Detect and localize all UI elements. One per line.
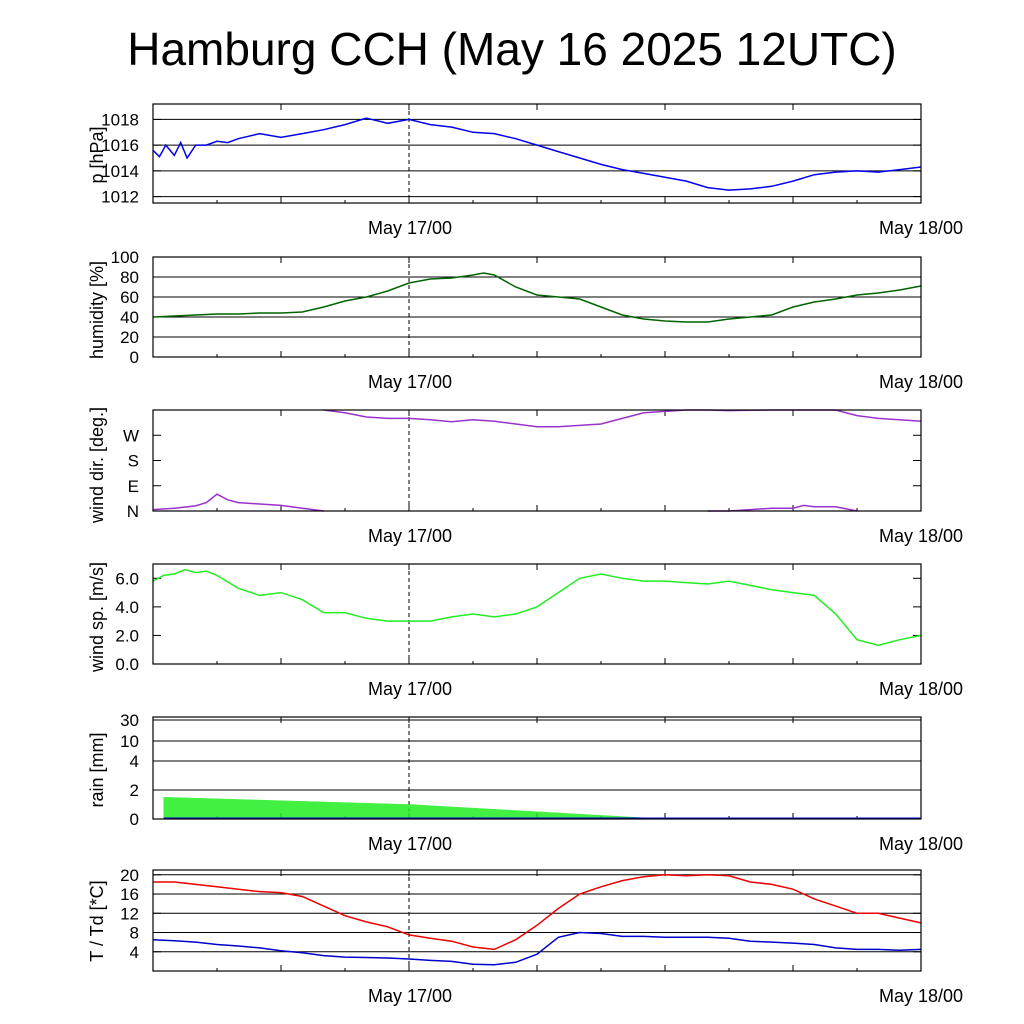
x-tick-label: May 18/00 <box>879 372 963 392</box>
x-tick-label: May 17/00 <box>368 218 452 238</box>
y-tick-label: E <box>128 477 139 496</box>
y-tick-label: 4 <box>130 752 139 771</box>
plot-frame <box>152 103 922 204</box>
y-axis-label: T / Td [*C] <box>87 880 107 961</box>
page-title: Hamburg CCH (May 16 2025 12UTC) <box>127 23 897 75</box>
y-tick-label: 10 <box>120 732 139 751</box>
y-axis-label: p [hPa] <box>87 126 107 183</box>
plot-frame <box>152 869 922 972</box>
series-line-2 <box>152 931 922 966</box>
y-tick-label: S <box>128 452 139 471</box>
y-tick-label: 1012 <box>101 188 139 207</box>
y-tick-label: W <box>123 426 139 445</box>
y-tick-label: N <box>127 502 139 521</box>
x-tick-label: May 18/00 <box>879 834 963 854</box>
y-axis-label: wind dir. [deg.] <box>87 407 107 524</box>
x-tick-label: May 18/00 <box>879 218 963 238</box>
series-line-1 <box>153 874 922 951</box>
y-tick-label: 1016 <box>101 136 139 155</box>
x-tick-label: May 17/00 <box>368 834 452 854</box>
y-tick-label: 100 <box>111 248 139 267</box>
y-tick-label: 20 <box>120 866 139 885</box>
plot-frame <box>152 256 922 358</box>
y-tick-label: 6.0 <box>115 569 139 588</box>
series-line-1 <box>152 493 324 512</box>
x-tick-label: May 18/00 <box>879 679 963 699</box>
y-tick-label: 80 <box>120 268 139 287</box>
x-tick-label: May 17/00 <box>368 372 452 392</box>
y-tick-label: 40 <box>120 308 139 327</box>
y-tick-label: 1018 <box>101 110 139 129</box>
y-tick-label: 2.0 <box>115 626 139 645</box>
series-line-2 <box>323 409 922 428</box>
y-tick-label: 8 <box>130 924 139 943</box>
series-line-1 <box>152 117 922 191</box>
y-tick-label: 16 <box>120 885 139 904</box>
x-tick-label: May 18/00 <box>879 986 963 1006</box>
y-tick-label: 30 <box>120 711 139 730</box>
y-tick-label: 4 <box>130 943 139 962</box>
y-tick-label: 0.0 <box>115 655 139 674</box>
panel-5: 0 2 410 30 rain [mm] May 17/00 May 18/00 <box>87 711 963 854</box>
x-tick-label: May 17/00 <box>368 679 452 699</box>
y-axis-label: humidity [%] <box>87 261 107 359</box>
y-tick-label: 4.0 <box>115 598 139 617</box>
rain-area <box>163 796 921 820</box>
y-tick-label: 0 <box>130 348 139 367</box>
x-tick-label: May 17/00 <box>368 986 452 1006</box>
y-tick-label: 1014 <box>101 162 139 181</box>
y-axis-label: wind sp. [m/s] <box>87 562 107 673</box>
panel-4: 0.0 2.0 4.0 6.0 wind sp. [m/s] May 17/00 May 1… <box>87 562 963 699</box>
series-line-1 <box>152 568 922 647</box>
y-tick-label: 12 <box>120 904 139 923</box>
y-tick-label: 60 <box>120 288 139 307</box>
plot-frame <box>152 563 922 665</box>
plot-frame <box>152 409 922 512</box>
series-line-1 <box>152 272 922 323</box>
x-tick-label: May 17/00 <box>368 526 452 546</box>
y-tick-label: 20 <box>120 328 139 347</box>
y-tick-label: 2 <box>130 781 139 800</box>
series-line-3 <box>707 504 858 512</box>
x-tick-label: May 18/00 <box>879 526 963 546</box>
y-axis-label: rain [mm] <box>87 732 107 807</box>
plot-frame <box>152 716 922 820</box>
y-tick-label: 0 <box>130 810 139 829</box>
